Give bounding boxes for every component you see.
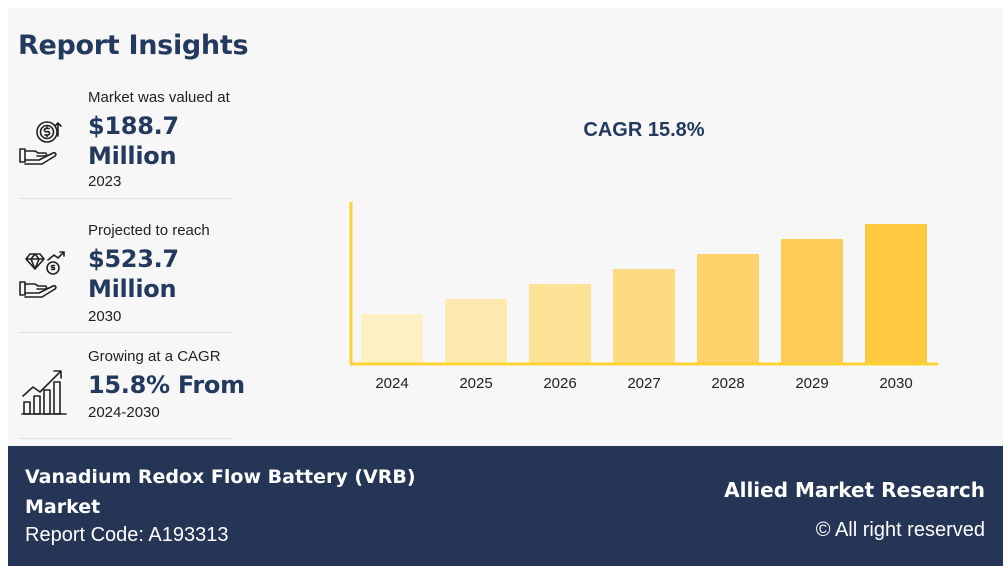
insight-label: Projected to reach bbox=[88, 222, 210, 239]
market-name: Vanadium Redox Flow Battery (VRB) Market bbox=[25, 466, 416, 518]
bar-2027 bbox=[613, 269, 675, 364]
insight-cagr: Growing at a CAGR 15.8% From 2024-2030 bbox=[18, 346, 245, 436]
divider bbox=[18, 438, 232, 439]
bars-group bbox=[361, 224, 927, 364]
bar-2025 bbox=[445, 299, 507, 364]
x-tick-label: 2024 bbox=[375, 375, 408, 392]
insight-value: $523.7 Million bbox=[88, 245, 179, 303]
bar-2030 bbox=[865, 224, 927, 364]
page-title: Report Insights bbox=[18, 30, 249, 61]
insight-label: Market was valued at bbox=[88, 89, 230, 106]
divider bbox=[18, 332, 232, 333]
x-tick-label: 2026 bbox=[543, 375, 576, 392]
bar-2026 bbox=[529, 284, 591, 364]
insight-label: Growing at a CAGR bbox=[88, 348, 221, 365]
insight-value: $188.7 Million bbox=[88, 112, 179, 170]
report-code: Report Code: A193313 bbox=[25, 524, 229, 546]
copyright-text: © All right reserved bbox=[815, 519, 985, 541]
brand-name: Allied Market Research bbox=[724, 478, 985, 502]
insight-year: 2023 bbox=[88, 173, 122, 190]
chart-title: CAGR 15.8% bbox=[583, 119, 704, 141]
diamond-hand-icon bbox=[19, 251, 65, 298]
bar-2024 bbox=[361, 314, 423, 364]
x-tick-label: 2025 bbox=[459, 375, 492, 392]
insight-projected-value: Projected to reach $523.7 Million 2030 bbox=[18, 214, 232, 326]
insight-market-value: Market was valued at $188.7 Million 2023 bbox=[18, 86, 232, 198]
insight-value: 15.8% From bbox=[88, 371, 245, 399]
x-tick-label: 2029 bbox=[795, 375, 828, 392]
divider bbox=[18, 198, 232, 199]
money-hand-icon bbox=[19, 121, 62, 165]
x-tick-label: 2027 bbox=[627, 375, 660, 392]
footer-banner: Vanadium Redox Flow Battery (VRB) Market… bbox=[8, 446, 1003, 566]
insight-year: 2030 bbox=[88, 308, 122, 325]
x-tick-label: 2030 bbox=[879, 375, 912, 392]
x-tick-labels: 2024 2025 2026 2027 2028 2029 2030 bbox=[375, 375, 912, 392]
bar-2028 bbox=[697, 254, 759, 364]
growth-chart-icon bbox=[21, 370, 67, 415]
bar-chart: CAGR 15.8% 2024 2025 2026 2027 2028 2029 2030 bbox=[349, 119, 938, 392]
bar-2029 bbox=[781, 239, 843, 364]
insight-year: 2024-2030 bbox=[88, 404, 160, 421]
x-tick-label: 2028 bbox=[711, 375, 744, 392]
